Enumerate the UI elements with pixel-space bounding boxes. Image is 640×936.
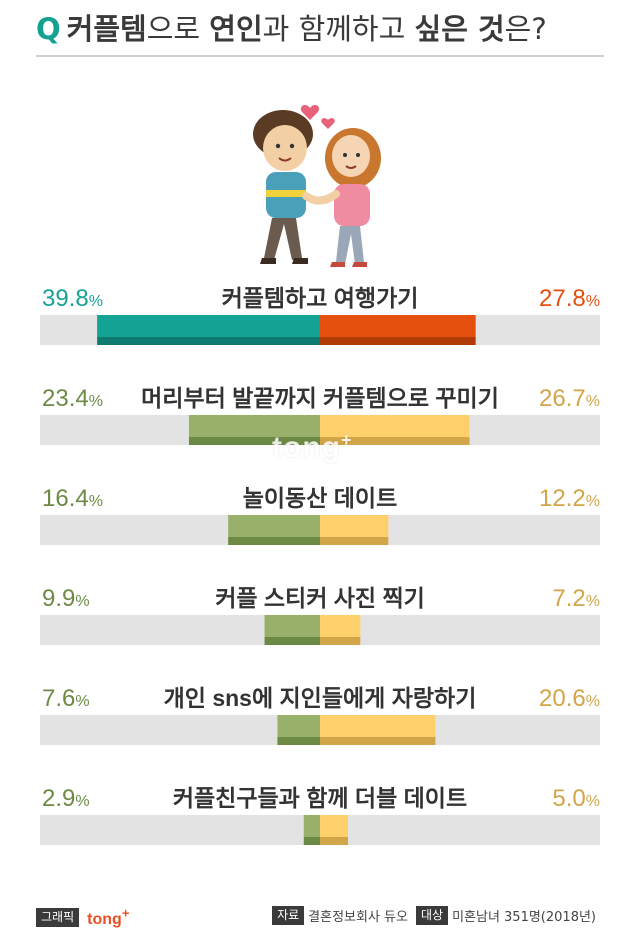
value-label-left: 7.6% — [42, 685, 90, 712]
source-value: 결혼정보회사 듀오 — [308, 910, 408, 925]
brand-logo: tong+ — [87, 906, 130, 929]
watermark-logo: tong+ — [272, 430, 353, 464]
category-label: 개인 sns에 지인들에게 자랑하기 — [164, 685, 477, 711]
title-part-2: 으로 — [146, 12, 210, 46]
title-part-4: 과 함께하고 — [262, 12, 415, 46]
bar-right — [320, 515, 389, 537]
value-label-left: 23.4% — [42, 385, 103, 412]
bar-right — [320, 415, 470, 437]
bar-right — [320, 315, 476, 337]
category-label: 머리부터 발끝까지 커플템으로 꾸미기 — [141, 385, 499, 411]
graphic-tag: 그래픽 — [36, 908, 80, 928]
value-label-right: 20.6% — [539, 685, 600, 712]
target-tag: 대상 — [415, 906, 449, 925]
bar-left-shade — [303, 837, 320, 845]
value-label-left: 9.9% — [42, 585, 90, 612]
bar-left-shade — [228, 537, 320, 545]
title-part-3: 연인 — [209, 12, 263, 46]
heart-icon — [321, 118, 335, 129]
bar-right-shade — [320, 737, 436, 745]
page-title: Q 커플템으로 연인과 함께하고 싶은 것은? — [36, 6, 616, 52]
title-part-6: 은? — [504, 12, 547, 46]
couple-illustration — [253, 105, 381, 267]
value-label-left: 2.9% — [42, 785, 90, 812]
bar-left-shade — [97, 337, 321, 345]
bar-right-shade — [320, 637, 361, 645]
target-value: 미혼남녀 351명(2018년) — [452, 910, 596, 925]
category-label: 커플친구들과 함께 더블 데이트 — [173, 785, 467, 811]
bar-left — [264, 615, 320, 637]
bar-left-shade — [264, 637, 320, 645]
category-label: 놀이동산 데이트 — [243, 485, 398, 511]
bar-right-shade — [320, 837, 348, 845]
bar-left-shade — [188, 437, 320, 445]
category-label: 커플템하고 여행가기 — [222, 285, 419, 311]
bar-right — [320, 715, 436, 737]
bar-left — [303, 815, 320, 837]
value-label-right: 12.2% — [539, 485, 600, 512]
value-label-right: 27.8% — [539, 285, 600, 312]
heart-icon — [300, 105, 320, 120]
bar-right — [320, 615, 361, 637]
bar-right-shade — [320, 337, 476, 345]
value-label-right: 26.7% — [539, 385, 600, 412]
title-part-5: 싶은 것 — [414, 12, 505, 46]
title-divider — [36, 55, 604, 57]
bar-right-shade — [320, 537, 389, 545]
bar-left — [97, 315, 321, 337]
bar-left — [188, 415, 320, 437]
bar-right-shade — [320, 437, 470, 445]
bar-left — [277, 715, 320, 737]
value-label-left: 16.4% — [42, 485, 103, 512]
bar-left-shade — [277, 737, 320, 745]
footer: 그래픽 tong+ 자료 결혼정보회사 듀오 대상 미혼남녀 351명(2018년) — [36, 906, 604, 928]
bar-right — [320, 815, 348, 837]
value-label-right: 7.2% — [552, 585, 600, 612]
bar-left — [228, 515, 320, 537]
title-part-1: 커플템 — [66, 12, 147, 46]
value-label-right: 5.0% — [552, 785, 600, 812]
category-label: 커플 스티커 사진 찍기 — [215, 585, 425, 611]
value-label-left: 39.8% — [42, 285, 103, 312]
question-mark-letter: Q — [36, 12, 61, 46]
source-tag: 자료 — [272, 906, 305, 925]
